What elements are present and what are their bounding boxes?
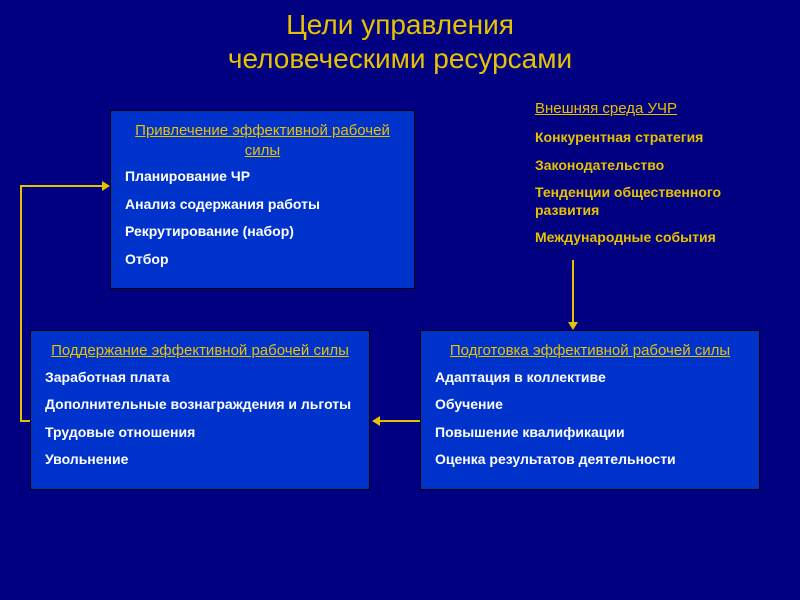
box-maintain-item: Дополнительные вознаграждения и льготы [45,396,355,414]
arrow-head-icon [568,322,578,330]
arrow-prepare-to-maintain [380,420,420,422]
box-attract-item: Отбор [125,251,400,269]
box-prepare-header: Подготовка эффективной рабочей силы [435,341,745,361]
arrow-head-icon [102,181,110,191]
box-prepare-item: Адаптация в коллективе [435,369,745,387]
environment-block: Внешняя среда УЧР Конкурентная стратегия… [535,100,785,257]
arrow-env-to-prepare [572,260,574,325]
slide-title: Цели управления человеческими ресурсами [0,0,800,75]
box-attract-item: Планирование ЧР [125,168,400,186]
environment-item: Тенденции общественного развития [535,184,785,219]
box-maintain-header: Поддержание эффективной рабочей силы [45,341,355,361]
box-maintain-item: Трудовые отношения [45,424,355,442]
box-attract: Привлечение эффективной рабочей силы Пла… [110,110,415,289]
box-maintain-item: Увольнение [45,451,355,469]
box-attract-header: Привлечение эффективной рабочей силы [125,121,400,160]
box-maintain-item: Заработная плата [45,369,355,387]
box-attract-item: Рекрутирование (набор) [125,223,400,241]
box-prepare-item: Оценка результатов деятельности [435,451,745,469]
arrow-maintain-to-attract [20,185,22,422]
arrow-maintain-to-attract [20,185,102,187]
environment-item: Законодательство [535,157,785,175]
box-prepare-item: Обучение [435,396,745,414]
box-prepare-item: Повышение квалификации [435,424,745,442]
environment-item: Конкурентная стратегия [535,129,785,147]
title-line1: Цели управления [286,9,514,40]
box-maintain: Поддержание эффективной рабочей силы Зар… [30,330,370,490]
title-line2: человеческими ресурсами [228,43,572,74]
box-prepare: Подготовка эффективной рабочей силы Адап… [420,330,760,490]
environment-item: Международные события [535,229,785,247]
box-attract-item: Анализ содержания работы [125,196,400,214]
environment-header: Внешняя среда УЧР [535,100,785,117]
arrow-head-icon [372,416,380,426]
